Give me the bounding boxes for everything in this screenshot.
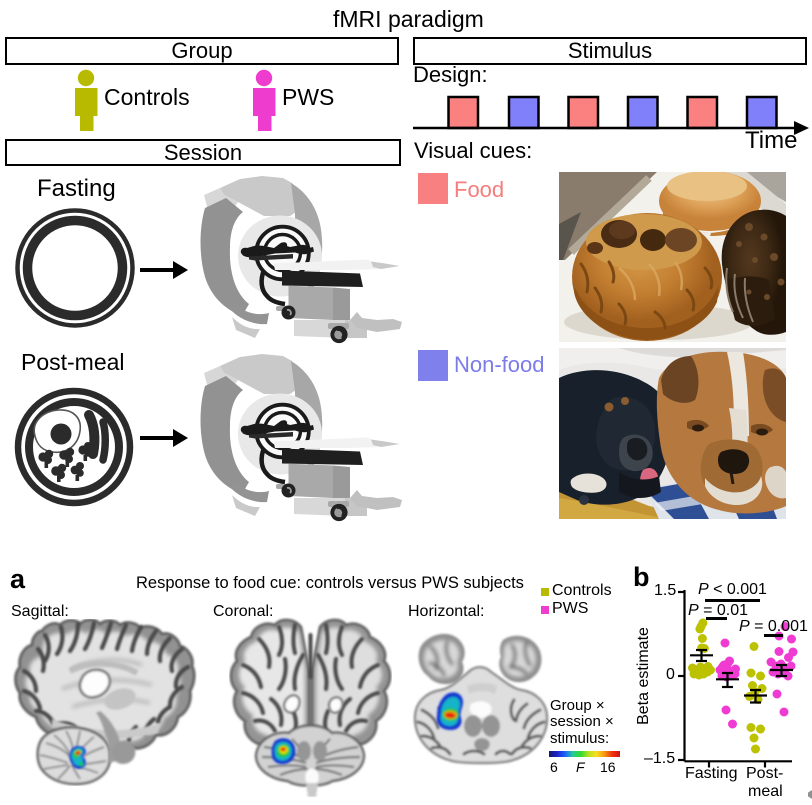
svg-text:Beta estimate: Beta estimate xyxy=(635,627,652,725)
